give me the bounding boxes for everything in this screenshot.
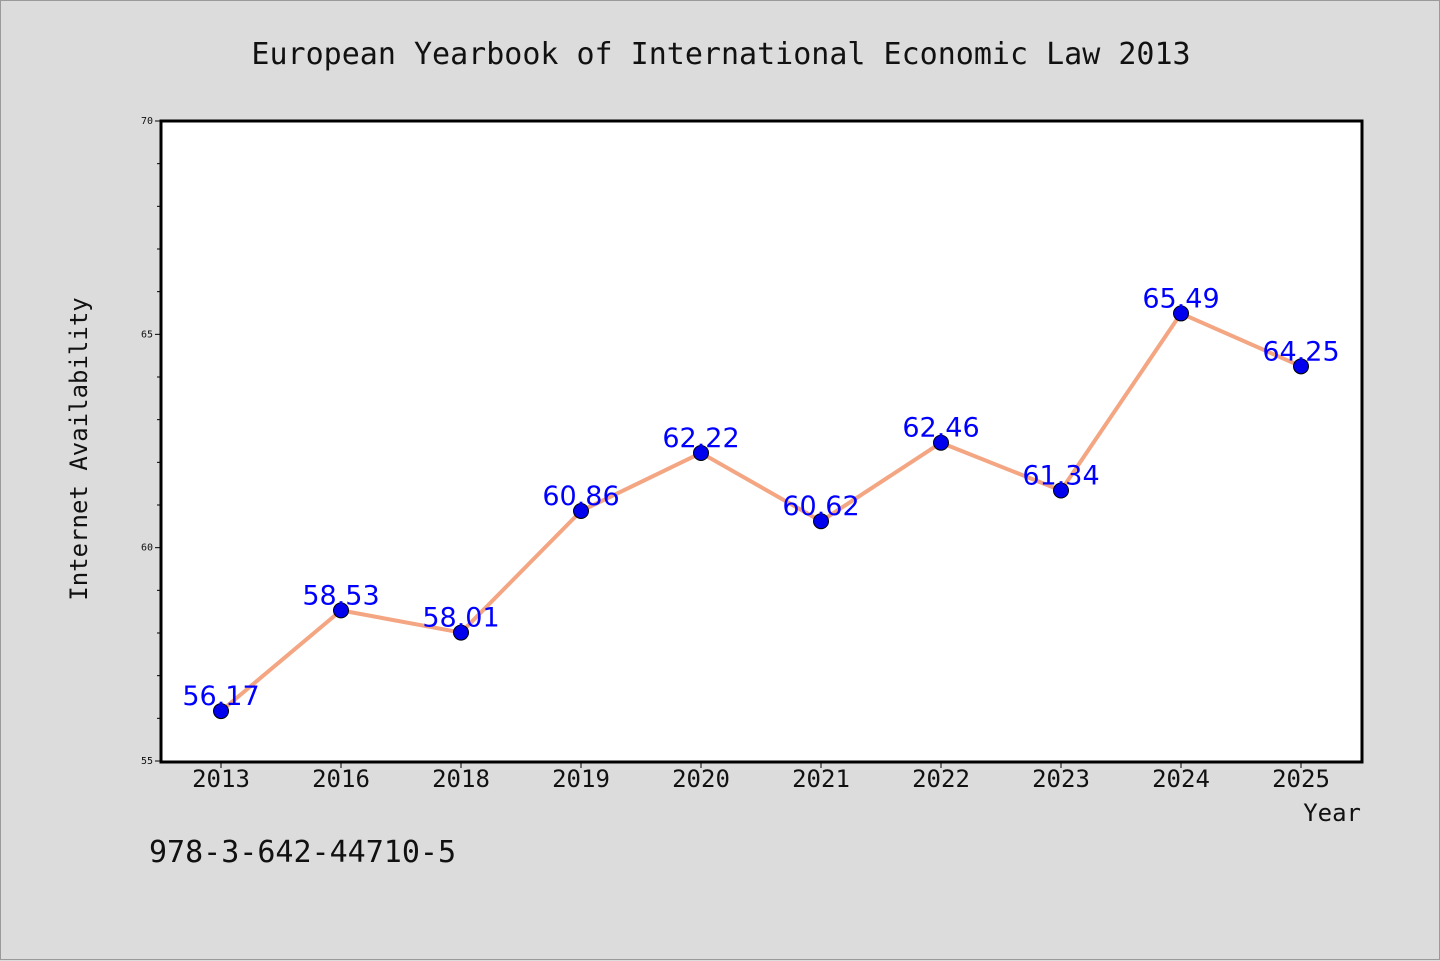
x-tick-label: 2013 xyxy=(192,765,250,793)
data-label: 65.49 xyxy=(1142,283,1219,314)
data-label: 58.53 xyxy=(302,580,379,611)
y-tick-label: 70 xyxy=(141,116,153,127)
x-tick-label: 2024 xyxy=(1152,765,1210,793)
y-tick-label: 65 xyxy=(141,329,153,340)
y-axis: 55 60 65 70 xyxy=(141,116,161,767)
data-point xyxy=(213,703,229,720)
isbn-text: 978-3-642-44710-5 xyxy=(149,835,457,870)
data-label: 56.17 xyxy=(182,681,259,712)
y-tick-label: 60 xyxy=(141,543,153,554)
x-tick-label: 2025 xyxy=(1272,765,1330,793)
data-point xyxy=(453,624,469,641)
data-point xyxy=(933,434,949,451)
data-label: 62.46 xyxy=(902,413,979,444)
plot-area xyxy=(159,119,1364,764)
y-axis-label: Internet Availability xyxy=(65,297,93,600)
data-point xyxy=(1293,358,1309,375)
x-tick-label: 2020 xyxy=(672,765,730,793)
series-line xyxy=(219,311,1302,713)
data-point xyxy=(693,444,709,461)
x-tick-label: 2018 xyxy=(432,765,490,793)
x-axis: 2013 2016 2018 2019 2020 2021 2022 2023 2024 2025 xyxy=(192,761,1330,793)
series-line-group xyxy=(213,305,1309,720)
data-label: 60.62 xyxy=(782,491,859,522)
data-point xyxy=(333,602,349,619)
data-point xyxy=(573,502,589,519)
data-label: 60.86 xyxy=(542,481,619,512)
data-label: 64.25 xyxy=(1262,336,1339,367)
x-tick-label: 2022 xyxy=(912,765,970,793)
chart-title: European Yearbook of International Econo… xyxy=(251,37,1190,72)
data-labels: 56.17 58.53 58.01 60.86 62.22 60.62 62.46 61.34… xyxy=(182,283,1339,712)
x-tick-label: 2021 xyxy=(792,765,850,793)
data-label: 58.01 xyxy=(422,603,499,634)
data-point xyxy=(813,513,829,530)
data-point xyxy=(1053,482,1069,499)
x-tick-label: 2019 xyxy=(552,765,610,793)
x-tick-label: 2023 xyxy=(1032,765,1090,793)
data-label: 61.34 xyxy=(1022,460,1099,491)
x-axis-label: Year xyxy=(1303,799,1361,827)
data-point xyxy=(1173,305,1189,322)
x-tick-label: 2016 xyxy=(312,765,370,793)
data-label: 62.22 xyxy=(662,423,739,454)
y-tick-label: 55 xyxy=(141,756,153,767)
